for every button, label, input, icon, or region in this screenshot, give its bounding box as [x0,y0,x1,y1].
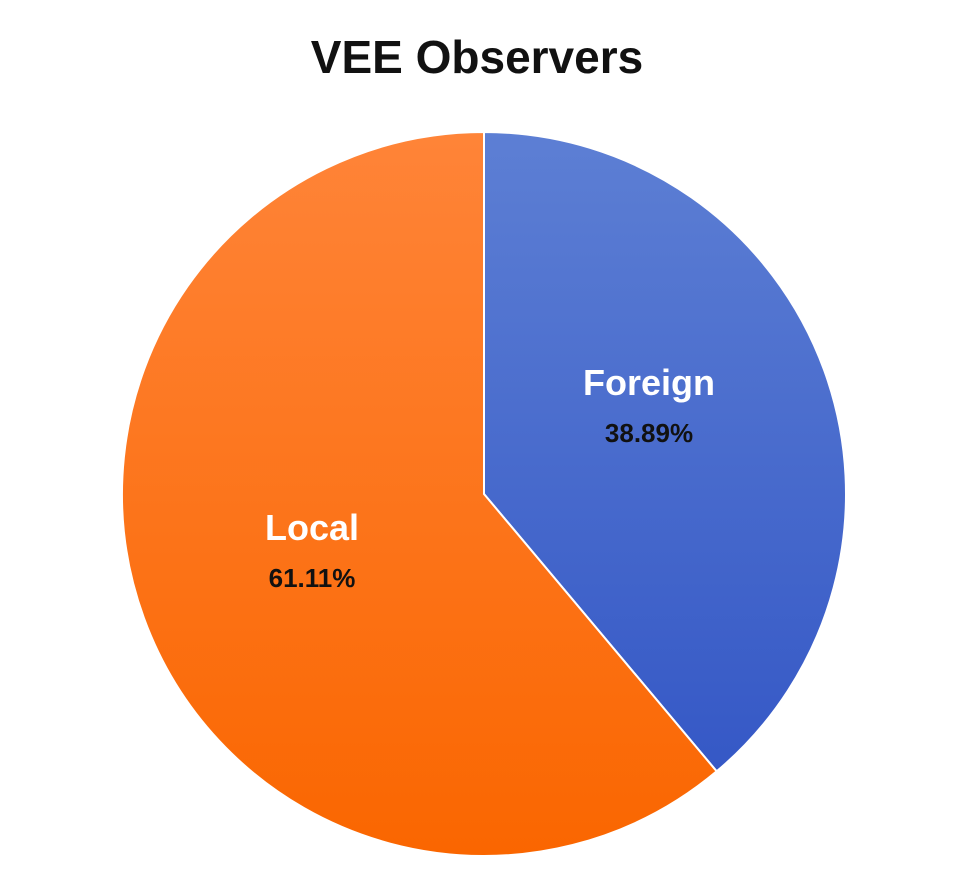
slice-value-local: 61.11% [269,563,356,593]
pie-slice-foreign [483,130,847,773]
chart-title: VEE Observers [310,31,644,83]
pie-slice-local [121,130,719,857]
slice-value-foreign: 38.89% [605,418,693,448]
slice-label-local: Local [265,507,359,548]
slice-label-foreign: Foreign [583,362,715,403]
